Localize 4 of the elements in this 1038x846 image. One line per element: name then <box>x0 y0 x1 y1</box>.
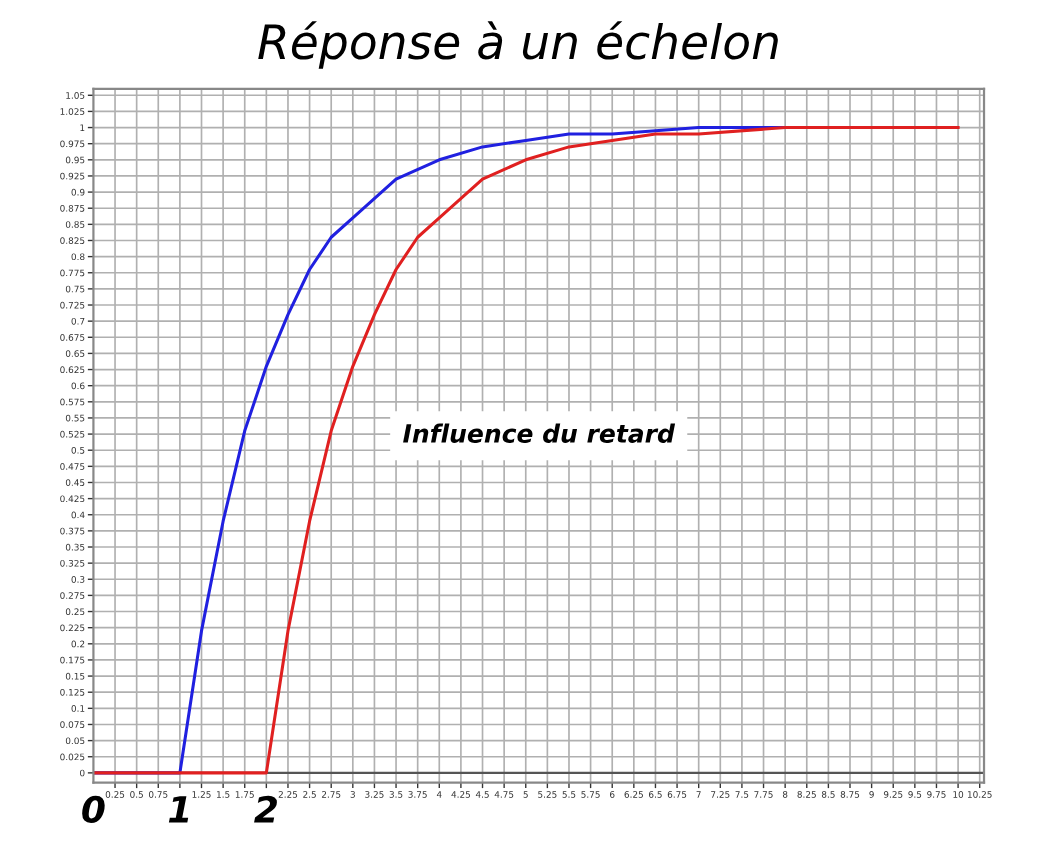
annotation: 2 <box>254 795 277 823</box>
annotation: Influence du retard <box>403 423 676 443</box>
annotation: 1 <box>168 796 189 823</box>
chart-title: Réponse à un échelon <box>258 21 778 69</box>
